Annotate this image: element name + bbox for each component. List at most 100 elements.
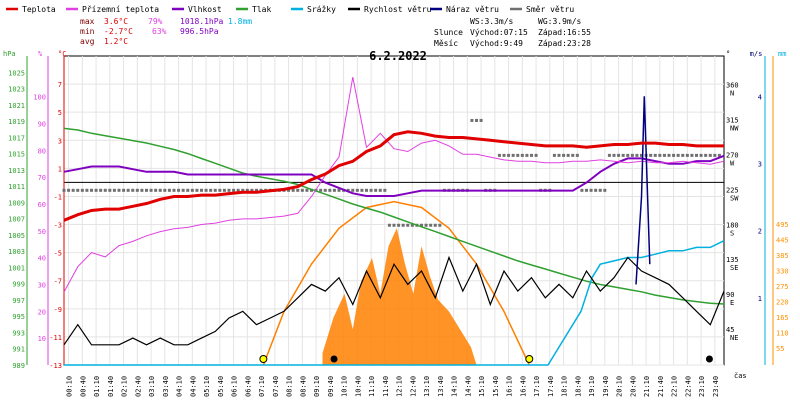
wind-direction-dot <box>305 188 309 192</box>
temp-tick: 7 <box>58 81 62 89</box>
wind-direction-dot <box>557 153 561 157</box>
legend-label: Vlhkost <box>188 5 222 14</box>
x-tick: 17:40 <box>547 376 555 397</box>
wind-direction-dot <box>690 153 694 157</box>
humidity-tick: 70 <box>38 174 46 182</box>
wind-direction-dot <box>507 153 511 157</box>
wind-direction-dot <box>103 188 107 192</box>
ms-tick: 2 <box>758 228 762 236</box>
wind-direction-dot <box>667 153 671 157</box>
wind-direction-dot <box>598 188 602 192</box>
x-tick: 05:10 <box>203 376 211 397</box>
wind-direction-dot <box>658 153 662 157</box>
wind-direction-dot <box>516 153 520 157</box>
wind-direction-dot <box>76 188 80 192</box>
wind-direction-dot <box>227 188 231 192</box>
solar-radiation-area <box>322 228 477 365</box>
temp-tick: -1 <box>54 193 62 201</box>
wind-direction-dot <box>438 223 442 227</box>
legend-label: Teplota <box>22 5 56 14</box>
x-tick: 09:10 <box>313 376 321 397</box>
wind-direction-dot <box>355 188 359 192</box>
sun-moon-info: WS:3.3m/s WG:3.9m/s Slunce Východ:07:15 … <box>434 17 591 48</box>
x-tick: 04:40 <box>189 376 197 397</box>
pct-unit: % <box>38 50 43 58</box>
wind-direction-dot <box>204 188 208 192</box>
temp-tick: -7 <box>54 278 62 286</box>
wind-direction-dot <box>135 188 139 192</box>
x-tick: 02:40 <box>134 376 142 397</box>
wind-direction-dot <box>621 153 625 157</box>
wind-direction-dot <box>704 153 708 157</box>
humidity-tick: 50 <box>38 228 46 236</box>
wind-direction-dot <box>149 188 153 192</box>
dir-label: NW <box>730 124 739 132</box>
humidity-tick: 30 <box>38 282 46 290</box>
mm-tick: 275 <box>776 283 789 291</box>
ground-temperature-line <box>63 77 725 293</box>
wind-direction-dot <box>406 223 410 227</box>
wg-value: WG:3.9m/s <box>538 17 582 26</box>
wind-direction-dot <box>296 188 300 192</box>
x-tick: 19:40 <box>602 376 610 397</box>
x-tick: 07:10 <box>258 376 266 397</box>
wind-direction-dot <box>653 153 657 157</box>
temp-tick: -9 <box>54 306 62 314</box>
dir-tick: 45 <box>726 326 734 334</box>
x-tick: 22:40 <box>684 376 692 397</box>
dir-tick: 315 <box>726 116 739 124</box>
dir-tick: 180 <box>726 221 739 229</box>
temp-tick: -11 <box>49 334 62 342</box>
mm-tick: 385 <box>776 252 789 260</box>
legend-label: Náraz větru <box>446 5 499 14</box>
x-tick: 11:10 <box>368 376 376 397</box>
pressure-tick: 1021 <box>8 102 25 110</box>
humidity-tick: 80 <box>38 147 46 155</box>
wind-direction-dot <box>140 188 144 192</box>
x-tick: 00:40 <box>79 376 87 397</box>
x-tick: 13:40 <box>437 376 445 397</box>
x-tick: 08:10 <box>286 376 294 397</box>
x-tick: 22:10 <box>671 376 679 397</box>
wind-direction-dot <box>310 188 313 192</box>
avg-label: avg <box>80 37 95 46</box>
legend-label: Směr větru <box>526 5 574 14</box>
wind-direction-dot <box>640 153 643 157</box>
wind-direction-dot <box>360 188 364 192</box>
wind-direction-dot <box>585 188 588 192</box>
x-tick: 09:40 <box>327 376 335 397</box>
wind-direction-dot <box>167 188 171 192</box>
sun-marker <box>525 355 534 363</box>
mm-tick: 110 <box>776 330 789 338</box>
chart-legend: Teplota Přízemní teplota Vlhkost Tlak Srážky… <box>6 5 574 14</box>
wind-direction-dot <box>562 153 566 157</box>
wind-direction-dot <box>511 153 515 157</box>
max-rain: 1.8mm <box>228 17 252 26</box>
wind-direction-dot <box>332 188 336 192</box>
wind-direction-dot <box>566 153 570 157</box>
wind-direction-dot <box>108 188 112 192</box>
mm-tick: 445 <box>776 237 789 245</box>
pressure-tick: 999 <box>12 281 25 289</box>
mm-tick: 330 <box>776 268 789 276</box>
wind-direction-dot <box>190 188 194 192</box>
pressure-tick: 993 <box>12 329 25 337</box>
wind-direction-dot <box>433 223 437 227</box>
humidity-line <box>63 154 725 197</box>
wind-direction-dot <box>209 188 213 192</box>
wind-direction-dot <box>181 188 185 192</box>
dir-tick: 270 <box>726 151 739 159</box>
x-tick: 11:40 <box>382 376 390 397</box>
x-tick: 12:40 <box>409 376 417 397</box>
dir-label: N <box>730 90 734 98</box>
pressure-tick: 1003 <box>8 248 25 256</box>
wind-direction-dot <box>300 188 304 192</box>
left-axes: hPa% °C1025102310211019101710151013101110… <box>3 50 66 370</box>
wind-direction-dot <box>603 188 607 192</box>
wind-direction-dot <box>67 188 71 192</box>
solar-radiation <box>322 228 477 365</box>
legend-label: Srážky <box>307 5 336 14</box>
wind-direction-dot <box>374 188 378 192</box>
min-hum: 63% <box>152 27 167 36</box>
